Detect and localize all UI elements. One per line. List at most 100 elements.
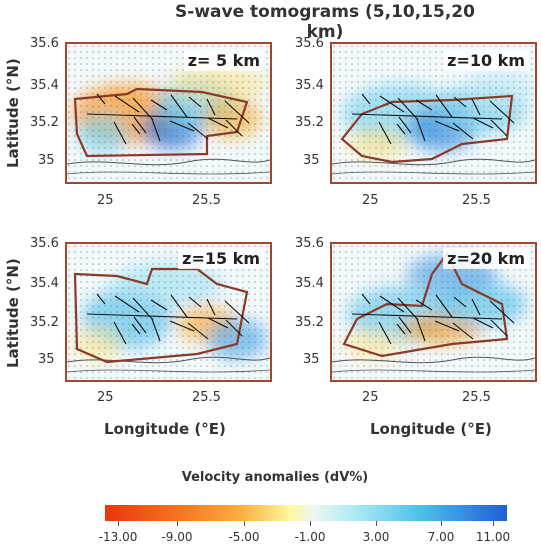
colorbar-tick — [310, 521, 311, 526]
fault — [472, 317, 494, 329]
fault — [96, 93, 106, 105]
fault — [207, 317, 229, 329]
colorbar-label: -1.00 — [294, 530, 326, 544]
lat-tick: 35.4 — [30, 276, 59, 291]
fault — [416, 318, 426, 342]
colorbar — [105, 505, 507, 521]
fault — [224, 100, 250, 124]
lat-tick: 35.2 — [30, 315, 59, 330]
fault-lines — [86, 93, 250, 145]
fault — [396, 123, 406, 135]
coastline — [332, 356, 535, 364]
lat-tick: 35.6 — [30, 36, 59, 51]
fault — [169, 120, 195, 132]
lon-tick: 25 — [362, 193, 379, 208]
lon-tick: 25.5 — [192, 390, 221, 405]
fault — [206, 298, 216, 316]
fault — [453, 96, 467, 108]
colorbar-label: 7.00 — [427, 530, 455, 544]
fault — [379, 95, 405, 113]
colorbar-label: -5.00 — [228, 530, 260, 544]
coastline — [332, 369, 535, 373]
fault — [188, 96, 202, 108]
fault — [452, 322, 474, 340]
fault — [434, 120, 460, 132]
lat-tick: 35 — [303, 153, 320, 168]
fault — [489, 300, 515, 324]
lat-tick: 35.2 — [295, 115, 324, 130]
colorbar-tick — [244, 521, 245, 526]
fault — [96, 293, 106, 305]
fault — [490, 119, 508, 137]
resolved-area-outline — [342, 251, 509, 358]
fault — [207, 117, 229, 129]
depth-label: z=15 km — [178, 248, 264, 269]
fault — [472, 117, 494, 129]
fault — [131, 323, 141, 335]
lat-tick: 35.4 — [30, 78, 59, 93]
lat-tick: 35.2 — [295, 315, 324, 330]
fault — [361, 93, 371, 105]
lon-tick: 25.5 — [462, 193, 491, 208]
depth-label: z=10 km — [443, 50, 529, 71]
lon-tick: 25 — [97, 193, 114, 208]
fault — [471, 298, 481, 316]
resolved-area-outline — [340, 94, 514, 164]
fault — [187, 122, 209, 140]
resolved-area-outline — [73, 87, 249, 158]
fault — [416, 118, 426, 142]
y-axis-title-top: Latitude (°N) — [4, 58, 22, 168]
lat-tick: 35.6 — [30, 236, 59, 251]
fault — [131, 123, 141, 135]
lat-tick: 35.6 — [295, 36, 324, 51]
fault-lines — [86, 293, 250, 345]
fault — [114, 295, 140, 313]
lon-tick: 25 — [362, 390, 379, 405]
fault — [170, 294, 188, 318]
coastline — [67, 158, 270, 166]
fault — [225, 319, 243, 337]
fault — [452, 122, 474, 140]
tomogram-panel-5km: z= 5 km — [65, 42, 272, 184]
fault — [150, 99, 168, 111]
tomogram-panel-15km: z=15 km — [65, 242, 272, 382]
x-axis-title-left: Longitude (°E) — [104, 420, 226, 438]
fault — [398, 116, 412, 134]
lon-tick: 25 — [97, 390, 114, 405]
lat-tick: 35 — [38, 153, 55, 168]
fault — [133, 116, 147, 134]
resolved-area-outline — [73, 267, 249, 364]
fault — [86, 113, 238, 120]
fault — [206, 98, 216, 116]
depth-label: z= 5 km — [183, 50, 264, 71]
fault — [434, 320, 460, 332]
fault — [187, 322, 209, 340]
colorbar-label: 3.00 — [362, 530, 390, 544]
fault — [398, 316, 412, 334]
fault — [453, 296, 467, 308]
colorbar-title: Velocity anomalies (dV%) — [181, 470, 369, 485]
coastline — [332, 158, 535, 166]
lon-tick: 25.5 — [192, 193, 221, 208]
fault — [151, 118, 161, 142]
fault — [435, 294, 453, 318]
fault — [151, 318, 161, 342]
fault — [150, 299, 168, 311]
coastline — [332, 171, 535, 175]
fault — [351, 113, 503, 120]
fault — [378, 121, 392, 145]
lat-tick: 35.6 — [295, 236, 324, 251]
depth-label: z=20 km — [443, 248, 529, 269]
lat-tick: 35 — [303, 352, 320, 367]
colorbar-tick — [441, 521, 442, 526]
figure-title: S-wave tomograms (5,10,15,20 km) — [175, 2, 475, 42]
colorbar-tick — [118, 521, 119, 526]
lon-tick: 25.5 — [462, 390, 491, 405]
fault — [471, 98, 481, 116]
lat-tick: 35.4 — [295, 276, 324, 291]
fault — [379, 295, 405, 313]
lat-tick: 35.4 — [295, 78, 324, 93]
coastline — [67, 171, 270, 175]
fault — [351, 313, 503, 320]
lat-tick: 35 — [38, 352, 55, 367]
